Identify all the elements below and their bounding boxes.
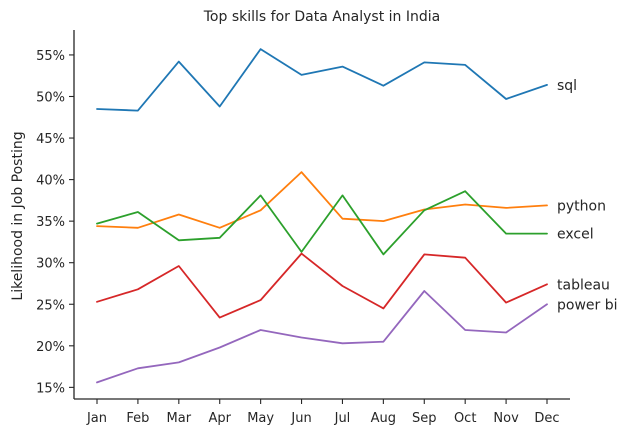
- y-tick-label: 30%: [36, 257, 65, 272]
- x-tick-label: Oct: [454, 411, 476, 426]
- series-label-excel: excel: [557, 227, 594, 243]
- y-tick-label: 15%: [36, 381, 65, 396]
- series-line-python: [96, 171, 548, 229]
- x-tick-label: Mar: [167, 411, 192, 426]
- series-labels: sql python excel tableau power bi: [557, 78, 618, 313]
- x-tick-label: May: [247, 411, 274, 426]
- series-line-excel: [96, 190, 548, 256]
- x-tick-label: Feb: [126, 411, 149, 426]
- y-tick-label: 20%: [36, 340, 65, 355]
- x-tick-label: Dec: [534, 411, 559, 426]
- x-tick-label: Jan: [86, 411, 107, 426]
- series-lines: [96, 48, 548, 384]
- y-axis-label: Likelihood in Job Posting: [10, 131, 26, 300]
- x-tick-label: Aug: [371, 411, 396, 426]
- x-tick-label: Jul: [334, 411, 351, 426]
- y-tick-label: 40%: [36, 174, 65, 189]
- y-tick-label: 25%: [36, 298, 65, 313]
- x-tick-label: Sep: [412, 411, 437, 426]
- series-line-tableau: [96, 252, 548, 319]
- y-tick-label: 55%: [36, 49, 65, 64]
- x-tick-label: Jun: [290, 411, 311, 426]
- series-line-power-bi: [96, 290, 548, 384]
- series-label-python: python: [557, 198, 606, 214]
- y-tick-label: 45%: [36, 132, 65, 147]
- series-label-power-bi: power bi: [557, 297, 618, 313]
- y-axis-ticks: 15% 20% 25% 30% 35% 40% 45% 50% 55%: [36, 49, 74, 396]
- chart-title: Top skills for Data Analyst in India: [203, 9, 440, 25]
- y-tick-label: 35%: [36, 215, 65, 230]
- y-tick-label: 50%: [36, 90, 65, 105]
- x-tick-label: Apr: [208, 411, 231, 426]
- series-label-sql: sql: [557, 78, 577, 94]
- axes: [73, 30, 570, 400]
- series-label-tableau: tableau: [557, 277, 610, 293]
- x-axis-ticks: Jan Feb Mar Apr May Jun Jul Aug Sep Oct Nov Dec: [86, 399, 560, 426]
- x-tick-label: Nov: [493, 411, 519, 426]
- series-line-sql: [96, 48, 548, 112]
